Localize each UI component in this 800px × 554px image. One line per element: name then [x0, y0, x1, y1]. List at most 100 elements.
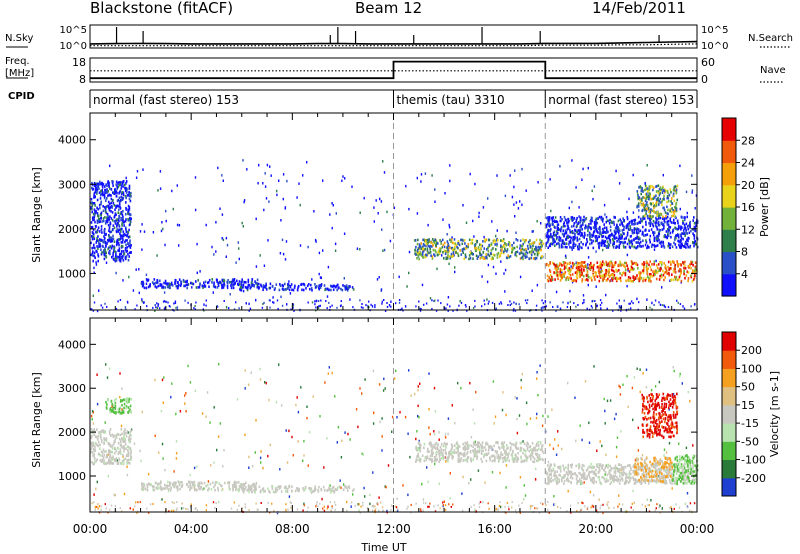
- velocity-echo-point: [362, 501, 364, 504]
- power-echo-point: [152, 306, 154, 309]
- power-echo-point: [504, 268, 507, 272]
- power-echo-point: [637, 194, 639, 197]
- velocity-echo-point: [434, 510, 437, 513]
- power-echo-point: [121, 191, 123, 194]
- power-echo-point: [197, 286, 200, 289]
- velocity-echo-point: [188, 481, 190, 484]
- velocity-echo-point: [101, 460, 103, 464]
- power-echo-point: [526, 299, 529, 302]
- power-echo-point: [695, 194, 698, 197]
- velocity-echo-point: [101, 454, 103, 457]
- power-echo-point: [341, 179, 343, 182]
- power-echo-point: [135, 268, 137, 271]
- velocity-echo-point: [199, 481, 201, 485]
- velocity-echo-point: [255, 419, 257, 422]
- velocity-echo-point: [167, 480, 169, 484]
- power-echo-point: [96, 239, 98, 242]
- power-echo-point: [649, 275, 652, 278]
- power-echo-point: [91, 237, 94, 241]
- power-echo-point: [162, 227, 164, 231]
- power-echo-point: [578, 242, 581, 246]
- power-echo-point: [334, 242, 337, 246]
- power-echo-point: [461, 242, 464, 246]
- velocity-echo-point: [110, 504, 113, 507]
- velocity-echo-point: [547, 415, 549, 418]
- power-echo-point: [467, 245, 469, 249]
- power-echo-point: [555, 269, 558, 272]
- power-echo-point: [370, 303, 372, 306]
- power-echo-point: [109, 222, 112, 225]
- power-echo-point: [633, 238, 635, 241]
- power-echo-point: [689, 225, 691, 229]
- velocity-echo-point: [554, 438, 556, 441]
- velocity-echo-point: [254, 451, 256, 454]
- power-echo-point: [637, 215, 640, 219]
- power-echo-point: [112, 184, 114, 187]
- velocity-echo-point: [109, 432, 111, 436]
- velocity-echo-point: [125, 432, 127, 435]
- power-echo-point: [116, 223, 118, 226]
- power-echo-point: [108, 206, 110, 210]
- velocity-echo-point: [141, 482, 143, 485]
- power-echo-point: [556, 274, 559, 277]
- velocity-echo-point: [162, 487, 165, 490]
- freq-label: Freq.: [5, 56, 30, 67]
- power-echo-point: [669, 209, 671, 213]
- velocity-echo-point: [438, 438, 440, 441]
- velocity-echo-point: [438, 431, 440, 434]
- velocity-echo-point: [155, 486, 157, 490]
- velocity-echo-point: [127, 461, 129, 465]
- power-echo-point: [318, 305, 320, 308]
- power-echo-point: [644, 193, 647, 196]
- power-echo-point: [682, 232, 684, 235]
- power-echo-point: [622, 224, 624, 227]
- velocity-echo-point: [363, 486, 365, 490]
- power-echo-point: [290, 283, 293, 286]
- velocity-echo-point: [397, 509, 399, 512]
- power-echo-point: [654, 202, 657, 206]
- velocity-echo-point: [129, 437, 132, 441]
- power-echo-point: [587, 256, 590, 259]
- velocity-echo-point: [317, 505, 319, 508]
- power-echo-point: [282, 284, 284, 288]
- velocity-echo-point: [102, 431, 105, 434]
- power-echo-point: [559, 307, 562, 310]
- velocity-echo-point: [658, 380, 661, 384]
- power-echo-point: [175, 279, 177, 282]
- velocity-echo-point: [102, 429, 104, 432]
- velocity-echo-point: [128, 397, 131, 401]
- power-echo-point: [667, 260, 670, 264]
- power-echo-point: [413, 239, 416, 242]
- power-echo-point: [426, 254, 428, 257]
- power-echo-point: [643, 217, 646, 220]
- power-echo-point: [598, 271, 600, 275]
- velocity-echo-point: [212, 481, 214, 484]
- power-echo-point: [624, 241, 626, 244]
- power-echo-point: [325, 300, 327, 302]
- velocity-echo-point: [114, 493, 116, 497]
- velocity-echo-point: [115, 412, 117, 415]
- power-echo-point: [575, 266, 578, 270]
- power-echo-point: [568, 206, 570, 210]
- velocity-echo-point: [383, 377, 385, 381]
- power-echo-point: [675, 188, 678, 192]
- power-echo-point: [679, 245, 681, 248]
- power-echo-point: [630, 300, 633, 303]
- power-echo-point: [628, 197, 630, 201]
- velocity-echo-point: [255, 481, 258, 485]
- velocity-echo-point: [474, 440, 476, 444]
- velocity-echo-point: [192, 481, 194, 485]
- power-echo-point: [318, 251, 321, 255]
- power-echo-point: [648, 192, 651, 196]
- power-echo-point: [383, 171, 386, 174]
- power-echo-point: [90, 253, 92, 257]
- power-echo-point: [552, 216, 554, 219]
- power-echo-point: [368, 306, 370, 309]
- power-echo-point: [667, 219, 670, 223]
- power-echo-point: [335, 285, 338, 288]
- velocity-echo-point: [214, 488, 216, 492]
- power-echo-point: [115, 252, 117, 256]
- power-echo-point: [269, 282, 272, 286]
- velocity-echo-point: [688, 509, 691, 512]
- power-echo-point: [108, 209, 111, 212]
